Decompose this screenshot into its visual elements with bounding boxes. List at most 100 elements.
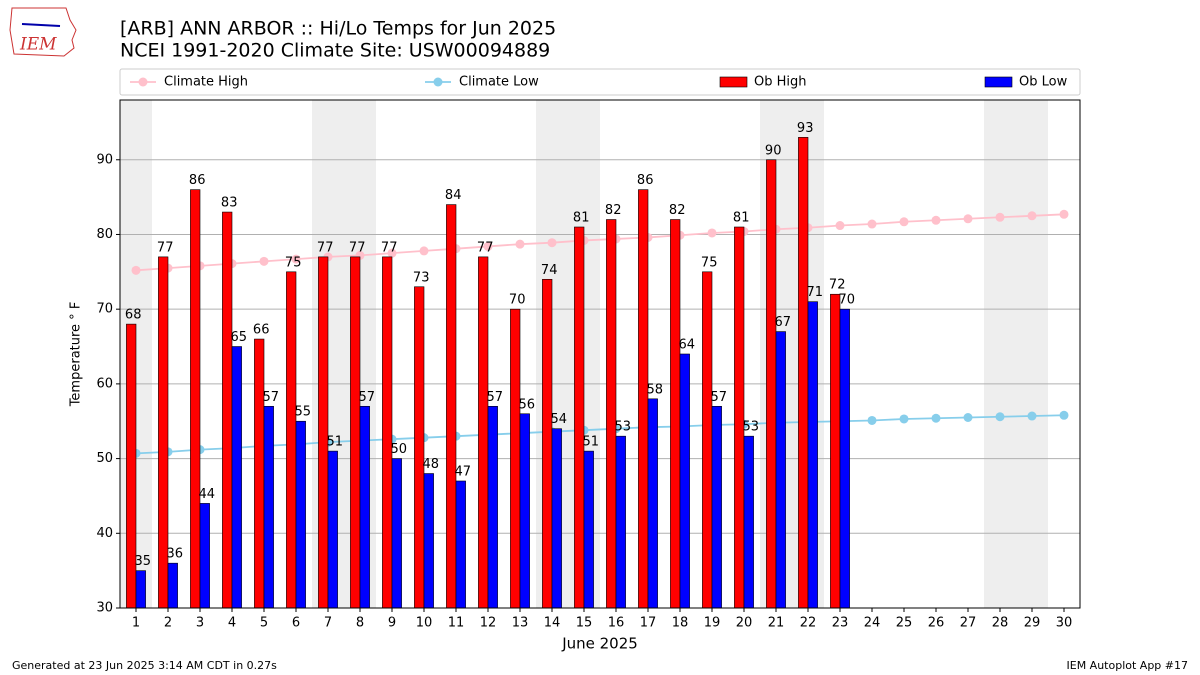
x-tick-label: 12: [480, 616, 497, 631]
bar: [679, 353, 690, 609]
data-label: 83: [221, 196, 238, 211]
x-tick-label: 9: [388, 616, 396, 631]
data-label: 77: [157, 240, 174, 255]
point: [1059, 209, 1069, 219]
bar: [295, 420, 306, 609]
data-label: 72: [829, 278, 846, 293]
data-label: 66: [253, 323, 270, 338]
bar: [455, 480, 466, 609]
y-tick-label: 80: [96, 227, 113, 242]
data-label: 58: [647, 382, 664, 397]
data-label: 86: [637, 173, 654, 188]
bar: [775, 331, 786, 609]
y-tick-label: 60: [96, 376, 113, 391]
data-label: 77: [477, 240, 494, 255]
bar: [615, 435, 626, 609]
data-label: 44: [199, 487, 216, 502]
bar: [382, 256, 393, 609]
data-label: 64: [679, 338, 696, 353]
bar: [766, 159, 777, 609]
legend-swatch-marker: [138, 77, 148, 87]
data-label: 50: [391, 442, 408, 457]
legend-swatch-marker: [433, 77, 443, 87]
bar: [286, 271, 297, 609]
bar: [318, 256, 329, 609]
data-label: 75: [285, 255, 302, 270]
bar: [423, 473, 434, 609]
point: [931, 215, 941, 225]
data-label: 73: [413, 270, 430, 285]
x-tick-label: 6: [292, 616, 300, 631]
point: [259, 256, 269, 266]
weekend-shade: [984, 100, 1016, 608]
point: [867, 415, 877, 425]
legend-label: Ob Low: [1019, 75, 1068, 90]
logo-line: [21, 23, 61, 27]
bar: [638, 189, 649, 609]
point: [995, 412, 1005, 422]
weekend-shade: [1016, 100, 1048, 608]
data-label: 71: [807, 285, 824, 300]
bar: [167, 562, 178, 609]
bar: [519, 413, 530, 609]
data-label: 90: [765, 143, 782, 158]
point: [291, 254, 301, 264]
bar: [222, 211, 233, 609]
bar: [478, 256, 489, 609]
y-tick-label: 30: [96, 601, 113, 616]
data-label: 57: [263, 390, 280, 405]
data-label: 51: [583, 435, 600, 450]
x-tick-label: 22: [800, 616, 817, 631]
data-label: 77: [349, 240, 366, 255]
y-tick-label: 50: [96, 451, 113, 466]
point: [899, 414, 909, 424]
legend-label: Climate High: [164, 75, 248, 90]
data-label: 55: [295, 405, 312, 420]
data-label: 75: [701, 255, 718, 270]
point: [515, 239, 525, 249]
x-tick-label: 5: [260, 616, 268, 631]
bar: [254, 338, 265, 609]
logo-text: IEM: [19, 35, 57, 55]
bar: [350, 256, 361, 609]
legend-swatch: [984, 76, 1013, 88]
point: [1059, 410, 1069, 420]
point: [995, 212, 1005, 222]
x-tick-label: 7: [324, 616, 332, 631]
footer-left: Generated at 23 Jun 2025 3:14 AM CDT in …: [12, 659, 277, 672]
bar: [359, 405, 370, 609]
y-axis-label: Temperature ° F: [69, 302, 84, 408]
legend-label: Climate Low: [459, 75, 539, 90]
bar: [711, 405, 722, 609]
point: [835, 221, 845, 231]
data-label: 47: [455, 465, 472, 480]
bar: [487, 405, 498, 609]
x-tick-label: 27: [960, 616, 977, 631]
data-label: 53: [743, 420, 760, 435]
point: [483, 241, 493, 251]
x-tick-label: 25: [896, 616, 913, 631]
bar: [807, 301, 818, 609]
bar: [734, 226, 745, 609]
bar: [702, 271, 713, 609]
y-tick-label: 40: [96, 526, 113, 541]
legend-box: [119, 68, 1081, 96]
data-label: 77: [381, 240, 398, 255]
point: [707, 228, 717, 238]
x-tick-label: 14: [544, 616, 561, 631]
x-tick-label: 29: [1024, 616, 1041, 631]
data-label: 84: [445, 188, 462, 203]
bar: [830, 293, 841, 609]
bar: [542, 278, 553, 609]
point: [963, 214, 973, 224]
point: [131, 265, 141, 275]
chart-subtitle: NCEI 1991-2020 Climate Site: USW00094889: [120, 40, 550, 62]
x-tick-label: 19: [704, 616, 721, 631]
x-tick-label: 20: [736, 616, 753, 631]
bar: [446, 204, 457, 609]
bar: [551, 428, 562, 609]
bar: [231, 346, 242, 609]
data-label: 57: [711, 390, 728, 405]
data-label: 93: [797, 121, 814, 136]
